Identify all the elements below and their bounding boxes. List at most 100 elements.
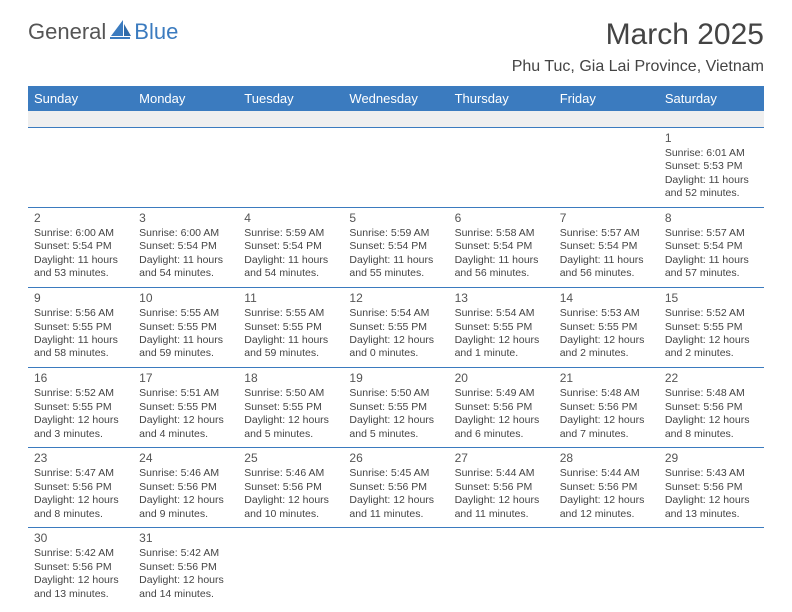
day-number: 19 xyxy=(349,371,442,386)
weekday-header: Thursday xyxy=(449,86,554,111)
logo-sail-icon xyxy=(108,18,132,45)
daylight-line: Daylight: 12 hours and 11 minutes. xyxy=(455,494,548,521)
calendar-cell: 9Sunrise: 5:56 AMSunset: 5:55 PMDaylight… xyxy=(28,287,133,367)
sunset-line: Sunset: 5:55 PM xyxy=(665,321,758,334)
sunrise-line: Sunrise: 5:45 AM xyxy=(349,467,442,480)
day-number: 24 xyxy=(139,451,232,466)
calendar-row: 2Sunrise: 6:00 AMSunset: 5:54 PMDaylight… xyxy=(28,207,764,287)
month-title: March 2025 xyxy=(512,18,764,52)
sunset-line: Sunset: 5:54 PM xyxy=(139,240,232,253)
sunset-line: Sunset: 5:55 PM xyxy=(139,321,232,334)
daylight-line: Daylight: 12 hours and 5 minutes. xyxy=(244,414,337,441)
daylight-line: Daylight: 11 hours and 58 minutes. xyxy=(34,334,127,361)
calendar-row: 30 Sunrise: 5:42 AM Sunset: 5:56 PM Dayligh… xyxy=(28,528,764,608)
location-text: Phu Tuc, Gia Lai Province, Vietnam xyxy=(512,58,764,76)
sunrise-line: Sunrise: 5:57 AM xyxy=(560,227,653,240)
sunrise-line: Sunrise: 5:51 AM xyxy=(139,387,232,400)
sunset-line: Sunset: 5:54 PM xyxy=(244,240,337,253)
day-number: 17 xyxy=(139,371,232,386)
daylight-line: Daylight: 12 hours and 8 minutes. xyxy=(34,494,127,521)
day-number: 16 xyxy=(34,371,127,386)
weekday-header: Tuesday xyxy=(238,86,343,111)
sunset-line: Sunset: 5:54 PM xyxy=(560,240,653,253)
sunset-line: Sunset: 5:55 PM xyxy=(34,401,127,414)
sunrise-line: Sunrise: 5:52 AM xyxy=(665,307,758,320)
sunset-line: Sunset: 5:56 PM xyxy=(455,481,548,494)
daylight-line: Daylight: 11 hours and 59 minutes. xyxy=(244,334,337,361)
calendar-cell xyxy=(554,127,659,207)
sunrise-line: Sunrise: 5:52 AM xyxy=(34,387,127,400)
sunset-line: Sunset: 5:56 PM xyxy=(349,481,442,494)
daylight-line: Daylight: 11 hours and 54 minutes. xyxy=(244,254,337,281)
day-number: 30 xyxy=(34,531,127,546)
daylight-line: Daylight: 12 hours and 12 minutes. xyxy=(560,494,653,521)
weekday-header: Saturday xyxy=(659,86,764,111)
daylight-line: Daylight: 12 hours and 6 minutes. xyxy=(455,414,548,441)
day-number: 3 xyxy=(139,211,232,226)
daylight-line: Daylight: 11 hours and 56 minutes. xyxy=(560,254,653,281)
daylight-line: Daylight: 12 hours and 1 minute. xyxy=(455,334,548,361)
title-block: March 2025 Phu Tuc, Gia Lai Province, Vi… xyxy=(512,18,764,76)
daylight-line: Daylight: 12 hours and 5 minutes. xyxy=(349,414,442,441)
calendar-cell: 24Sunrise: 5:46 AMSunset: 5:56 PMDayligh… xyxy=(133,447,238,527)
sunrise-line: Sunrise: 5:46 AM xyxy=(244,467,337,480)
calendar-cell xyxy=(449,528,554,608)
calendar-cell: 26Sunrise: 5:45 AMSunset: 5:56 PMDayligh… xyxy=(343,447,448,527)
daylight-line: Daylight: 12 hours and 9 minutes. xyxy=(139,494,232,521)
sunrise-line: Sunrise: 5:56 AM xyxy=(34,307,127,320)
calendar-row: 9Sunrise: 5:56 AMSunset: 5:55 PMDaylight… xyxy=(28,287,764,367)
sunset-line: Sunset: 5:54 PM xyxy=(665,240,758,253)
day-number: 5 xyxy=(349,211,442,226)
day-number: 22 xyxy=(665,371,758,386)
daylight-line: Daylight: 12 hours and 3 minutes. xyxy=(34,414,127,441)
daylight-line: Daylight: 11 hours and 54 minutes. xyxy=(139,254,232,281)
day-number: 28 xyxy=(560,451,653,466)
daylight-line: Daylight: 12 hours and 2 minutes. xyxy=(560,334,653,361)
daylight-line: Daylight: 12 hours and 0 minutes. xyxy=(349,334,442,361)
daylight-line: Daylight: 11 hours and 52 minutes. xyxy=(665,174,758,201)
daylight-line: Daylight: 12 hours and 2 minutes. xyxy=(665,334,758,361)
sunset-line: Sunset: 5:54 PM xyxy=(455,240,548,253)
day-number: 29 xyxy=(665,451,758,466)
calendar-cell: 6Sunrise: 5:58 AMSunset: 5:54 PMDaylight… xyxy=(449,207,554,287)
sunset-line: Sunset: 5:55 PM xyxy=(34,321,127,334)
daylight-line: Daylight: 12 hours and 13 minutes. xyxy=(665,494,758,521)
day-number: 15 xyxy=(665,291,758,306)
calendar-cell: 13Sunrise: 5:54 AMSunset: 5:55 PMDayligh… xyxy=(449,287,554,367)
sunset-line: Sunset: 5:54 PM xyxy=(349,240,442,253)
logo: General Blue xyxy=(28,18,178,45)
sunset-line: Sunset: 5:55 PM xyxy=(349,401,442,414)
sunrise-line: Sunrise: 5:54 AM xyxy=(455,307,548,320)
calendar-cell xyxy=(343,528,448,608)
calendar-row: 23Sunrise: 5:47 AMSunset: 5:56 PMDayligh… xyxy=(28,447,764,527)
calendar-cell xyxy=(28,127,133,207)
calendar-page: General Blue March 2025 Phu Tuc, Gia Lai… xyxy=(0,0,792,612)
calendar-cell: 12Sunrise: 5:54 AMSunset: 5:55 PMDayligh… xyxy=(343,287,448,367)
weekday-header: Sunday xyxy=(28,86,133,111)
sunset-line: Sunset: 5:56 PM xyxy=(455,401,548,414)
sunrise-line: Sunrise: 5:46 AM xyxy=(139,467,232,480)
daylight-line: Daylight: 11 hours and 57 minutes. xyxy=(665,254,758,281)
day-number: 2 xyxy=(34,211,127,226)
daylight-line: Daylight: 11 hours and 56 minutes. xyxy=(455,254,548,281)
weekday-header: Wednesday xyxy=(343,86,448,111)
calendar-cell xyxy=(449,127,554,207)
daylight-line: Daylight: 12 hours and 14 minutes. xyxy=(139,574,232,601)
day-number: 13 xyxy=(455,291,548,306)
sunrise-line: Sunrise: 5:42 AM xyxy=(139,547,232,560)
calendar-cell xyxy=(238,127,343,207)
daylight-line: Daylight: 12 hours and 11 minutes. xyxy=(349,494,442,521)
sunrise-line: Sunrise: 5:59 AM xyxy=(244,227,337,240)
sunrise-line: Sunrise: 5:44 AM xyxy=(455,467,548,480)
calendar-cell: 19Sunrise: 5:50 AMSunset: 5:55 PMDayligh… xyxy=(343,367,448,447)
sunrise-line: Sunrise: 5:50 AM xyxy=(244,387,337,400)
calendar-cell: 20Sunrise: 5:49 AMSunset: 5:56 PMDayligh… xyxy=(449,367,554,447)
calendar-row: 16Sunrise: 5:52 AMSunset: 5:55 PMDayligh… xyxy=(28,367,764,447)
sunset-line: Sunset: 5:55 PM xyxy=(244,401,337,414)
weekday-header-row: Sunday Monday Tuesday Wednesday Thursday… xyxy=(28,86,764,111)
sunset-line: Sunset: 5:56 PM xyxy=(34,561,127,574)
calendar-cell: 7Sunrise: 5:57 AMSunset: 5:54 PMDaylight… xyxy=(554,207,659,287)
sunrise-line: Sunrise: 5:58 AM xyxy=(455,227,548,240)
day-number: 9 xyxy=(34,291,127,306)
calendar-cell: 10Sunrise: 5:55 AMSunset: 5:55 PMDayligh… xyxy=(133,287,238,367)
